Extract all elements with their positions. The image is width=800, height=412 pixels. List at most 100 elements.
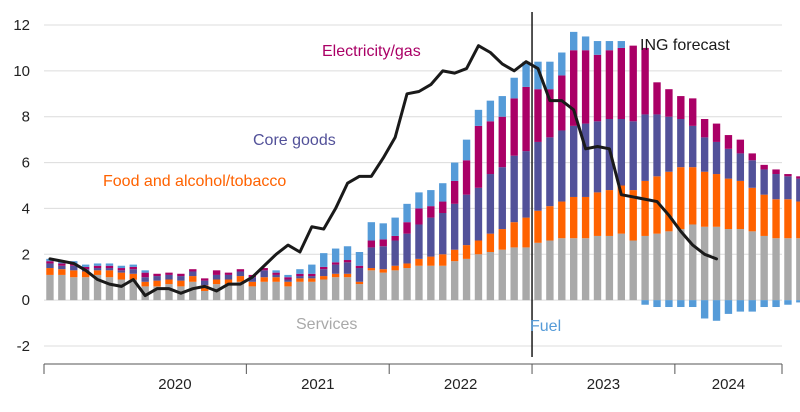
bar-segment-services <box>581 238 590 301</box>
bar-segment-core-goods <box>117 270 126 273</box>
bar-segment-food-and-alcohol-tobacco <box>105 270 114 278</box>
bar-segment-electricity-gas <box>153 273 161 277</box>
bar-segment-electricity-gas <box>498 116 506 168</box>
bar-segment-services <box>308 281 316 301</box>
bar-segment-food-and-alcohol-tobacco <box>212 279 221 285</box>
bar-segment-food-and-alcohol-tobacco <box>689 167 697 225</box>
bar-segment-electricity-gas <box>760 164 768 170</box>
bar-segment-electricity-gas <box>260 268 268 271</box>
bar-segment-core-goods <box>498 167 506 230</box>
bar-segment-services <box>165 284 173 301</box>
bar-segment-electricity-gas <box>700 119 709 138</box>
bar-segment-fuel <box>367 222 376 241</box>
bar-segment-core-goods <box>46 263 54 269</box>
bar-segment-services <box>201 290 209 301</box>
bar-segment-electricity-gas <box>581 50 590 124</box>
bar-segment-electricity-gas <box>415 208 423 225</box>
bar-segment-fuel <box>403 203 411 223</box>
bar-segment-core-goods <box>343 262 352 274</box>
bar-segment-services <box>93 274 102 301</box>
bar-segment-electricity-gas <box>510 98 518 156</box>
bar-segment-services <box>379 272 387 301</box>
bar-segment-electricity-gas <box>81 266 90 270</box>
bar-segment-services <box>343 277 352 301</box>
bar-segment-services <box>629 240 637 301</box>
bar-segment-core-goods <box>641 114 649 181</box>
bar-segment-services <box>427 265 435 301</box>
bar-segment-electricity-gas <box>474 125 483 188</box>
bar-segment-fuel <box>93 263 102 266</box>
bar-segment-food-and-alcohol-tobacco <box>81 271 90 278</box>
bar-segment-electricity-gas <box>105 265 114 269</box>
bar-segment-services <box>641 235 649 301</box>
bar-segment-fuel <box>450 162 459 181</box>
bar-segment-electricity-gas <box>665 89 673 117</box>
bar-segment-fuel <box>522 61 530 87</box>
bar-segment-electricity-gas <box>272 272 280 275</box>
bar-segment-services <box>117 279 126 301</box>
bar-segment-food-and-alcohol-tobacco <box>379 269 387 273</box>
bar-segment-core-goods <box>772 174 780 200</box>
bar-segment-core-goods <box>724 148 733 179</box>
bar-segment-services <box>510 247 518 301</box>
bar-segment-services <box>189 281 197 301</box>
bar-segment-food-and-alcohol-tobacco <box>748 187 756 232</box>
bar-segment-services <box>58 274 66 301</box>
bar-segment-services <box>546 240 554 301</box>
bar-segment-electricity-gas <box>141 272 149 278</box>
x-axis: 2020 2021 2022 2023 2024 <box>43 363 783 393</box>
fuel-label: Fuel <box>530 318 561 335</box>
bar-segment-electricity-gas <box>236 269 245 272</box>
bar-segment-services <box>712 226 721 301</box>
bar-segment-core-goods <box>462 194 471 246</box>
bar-segment-services <box>760 235 768 301</box>
bar-segment-core-goods <box>700 137 709 172</box>
bar-segment-food-and-alcohol-tobacco <box>296 278 304 282</box>
bar-segment-fuel <box>391 217 399 236</box>
bar-segment-core-goods <box>367 247 376 269</box>
bar-segment-core-goods <box>236 271 245 277</box>
bar-segment-fuel <box>617 41 625 48</box>
bar-segment-core-goods <box>248 277 256 282</box>
bar-segment-services <box>689 224 697 301</box>
bar-segment-services <box>796 238 800 301</box>
bar-segment-core-goods <box>439 213 447 255</box>
bar-segment-core-goods <box>391 240 399 266</box>
bar-segment-electricity-gas <box>724 135 733 149</box>
bar-segment-fuel <box>665 300 673 308</box>
bar-segment-food-and-alcohol-tobacco <box>760 194 768 236</box>
bar-segment-core-goods <box>784 176 792 200</box>
bar-segment-services <box>784 238 792 301</box>
bar-segment-food-and-alcohol-tobacco <box>641 180 649 236</box>
bar-segment-food-and-alcohol-tobacco <box>593 192 602 236</box>
bar-segment-food-and-alcohol-tobacco <box>522 217 530 248</box>
bar-segment-electricity-gas <box>748 153 756 161</box>
bar-segment-services <box>665 231 673 301</box>
bar-segment-fuel <box>105 263 114 266</box>
bar-segment-electricity-gas <box>558 75 566 131</box>
bar-segment-fuel <box>700 300 709 319</box>
bar-segment-fuel <box>760 300 768 308</box>
bar-segment-food-and-alcohol-tobacco <box>510 222 518 248</box>
bar-segment-fuel <box>534 61 542 90</box>
bar-segment-services <box>284 286 292 301</box>
bar-segment-core-goods <box>629 121 637 191</box>
bar-segment-core-goods <box>712 141 721 175</box>
bar-segment-food-and-alcohol-tobacco <box>784 199 792 239</box>
bar-segment-food-and-alcohol-tobacco <box>320 276 328 280</box>
bar-segment-food-and-alcohol-tobacco <box>224 279 233 285</box>
bar-segment-fuel <box>415 192 423 209</box>
gridlines <box>44 24 782 347</box>
bar-segment-electricity-gas <box>593 54 602 122</box>
bar-segment-fuel <box>748 300 756 312</box>
bar-segment-core-goods <box>58 265 66 270</box>
bar-segment-food-and-alcohol-tobacco <box>724 178 733 230</box>
bar-segment-electricity-gas <box>212 270 221 275</box>
bar-segment-fuel <box>320 253 328 267</box>
bar-segment-fuel <box>343 246 352 261</box>
bar-segment-electricity-gas <box>93 265 102 269</box>
bar-segment-electricity-gas <box>391 235 399 241</box>
bar-segment-electricity-gas <box>546 89 554 138</box>
bar-segment-fuel <box>331 248 340 263</box>
bar-segment-fuel <box>641 300 649 305</box>
